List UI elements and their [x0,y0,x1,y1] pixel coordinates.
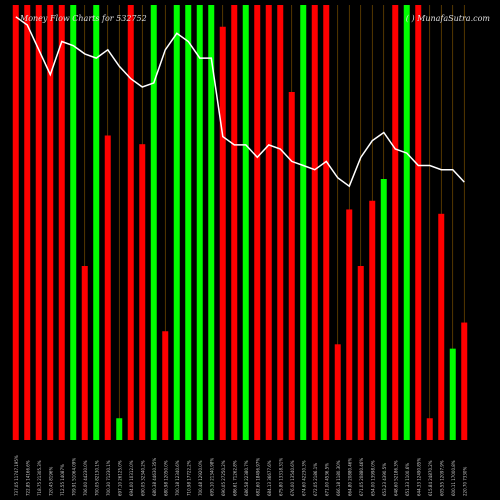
money-flow-bar [426,418,433,440]
money-flow-bar [162,331,169,440]
money-flow-bar [403,5,410,440]
x-tick-label: 700.30 71230.1% [106,460,111,496]
money-flow-bar [35,5,42,440]
money-flow-bar [357,266,364,440]
money-flow-bar [70,5,77,440]
x-tick-label: 737.05 11747.195% [14,455,19,496]
x-tick-label: 690.05 32340.2% [140,460,145,496]
x-tick-label: 710.98 17722.2% [186,460,191,496]
money-flow-bar [346,209,353,440]
money-flow-bar [449,348,456,440]
money-flow-bar [116,418,123,440]
x-tick-label: 600.11 17000.8% [451,460,456,496]
x-tick-label: 651.33 1100.6% [405,463,410,496]
x-tick-label: 666.18 1180.30% [336,460,341,496]
x-tick-label: 684.13 36677.6% [267,460,272,496]
x-tick-label: 653.23 4390.5% [382,463,387,496]
money-flow-bar [139,144,146,440]
x-tick-label: 605.55 12097.9% [439,460,444,496]
x-tick-label: 644.33 12490.85% [416,458,421,496]
money-flow-bar [58,5,65,440]
x-tick-label: 671.00 4536.5% [324,463,329,496]
x-tick-label: 680.38 44630.35% [152,458,157,496]
money-flow-bar [254,5,261,440]
x-tick-label: 690.05 27250.2% [221,460,226,496]
money-flow-bar [300,5,307,440]
chart-title-row: Money Flow Charts for 532752 ( ) MunafaS… [20,14,490,23]
money-flow-bar [288,92,295,440]
price-line [15,16,465,188]
money-flow-bar [12,5,19,440]
x-tick-label: 615.84 24870.2% [428,460,433,496]
money-flow-bar [127,5,134,440]
money-flow-bar [104,135,111,440]
x-tick-label: 220.70 7330% [462,467,467,496]
money-flow-bar [438,213,445,440]
money-flow-bar [185,5,192,440]
money-flow-bar [334,344,341,440]
x-tick-label: 664.80 20880.46% [347,458,352,496]
x-tick-label: 720.45 8196% [48,467,53,496]
x-tick-label: 700.18 12340.6% [175,460,180,496]
money-flow-bar [47,5,54,440]
x-tick-label: 671.05 20880.46% [359,458,364,496]
money-flow-bar [369,200,376,440]
chart-brand: ( ) MunafaSutra.com [405,14,490,23]
x-tick-label: 676.00 13540.6% [290,460,295,496]
x-tick-label: 648.60 52186.3% [393,460,398,496]
money-flow-bar [150,5,157,440]
money-flow-bar [219,26,226,440]
x-tick-label: 694.00 10312.0% [129,460,134,496]
x-tick-label: 682.60 18496.97% [255,458,260,496]
money-flow-bar [93,5,100,440]
money-flow-bar [380,179,387,440]
x-tick-label: 722.85 14166.6% [25,460,30,496]
x-tick-label: 700.05 82130.1% [94,460,99,496]
money-flow-bar [196,5,203,440]
money-flow-bar [24,5,31,440]
money-flow-bar [461,322,468,440]
money-flow-bar [311,5,318,440]
x-tick-label: 695.10 21340.98% [209,458,214,496]
x-tick-label: 674.60 42230.3% [301,460,306,496]
x-tick-label: 680.98 12050.0% [163,460,168,496]
money-flow-bar [173,5,180,440]
money-flow-bar [265,5,272,440]
x-tick-label: 718.75 21305.3% [37,460,42,496]
chart-title: Money Flow Charts for 532752 [20,14,147,23]
x-tick-label: 654.00 13998.0% [370,460,375,496]
money-flow-bar [208,5,215,440]
x-tick-label: 686.58 22380.7% [244,460,249,496]
x-tick-label: 700.48 12920.0% [198,460,203,496]
money-flow-bar [81,266,88,440]
money-flow-bar [242,5,249,440]
x-tick-label: 706.00 44230.0% [83,460,88,496]
x-tick-label: 712.55 14087% [60,464,65,496]
money-flow-bar [415,5,422,440]
x-tick-label: 675.80 13318.31% [278,458,283,496]
money-flow-bar [231,5,238,440]
x-tick-label: 686.61 71262.8% [232,460,237,496]
money-flow-bar [392,5,399,440]
money-flow-bar [323,5,330,440]
money-flow-bar [277,5,284,440]
x-tick-label: 709.91 51064.09% [71,458,76,496]
x-tick-label: 672.05 2186.1% [313,463,318,496]
x-tick-label: 697.10 26125.0% [117,460,122,496]
